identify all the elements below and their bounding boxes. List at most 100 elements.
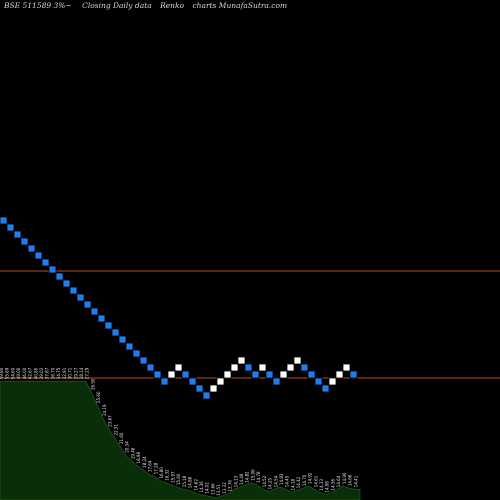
renko-brick-down [300, 363, 309, 372]
volume-label: 28.14 [79, 367, 84, 379]
volume-label: 36.70 [50, 367, 55, 379]
renko-brick-down [160, 377, 169, 386]
volume-label: 14.92 [308, 472, 313, 484]
volume-label: 15.06 [250, 469, 255, 481]
volume-label: 14.25 [268, 477, 273, 489]
volume-label: 15.18 [182, 475, 187, 487]
renko-bricks [0, 216, 358, 400]
volume-label: 26.50 [90, 378, 95, 390]
volume-label: 14.42 [296, 476, 301, 488]
renko-brick-down [132, 349, 141, 358]
volume-label: 14.83 [279, 473, 284, 485]
volume-label: 14.62 [193, 479, 198, 491]
volume-label: 14.18 [290, 479, 295, 491]
chart-name-text: Renko [159, 1, 184, 10]
volume-label: 16.80 [159, 467, 164, 479]
renko-brick-down [244, 363, 253, 372]
renko-brick-down [69, 286, 78, 295]
renko-brick-up [286, 363, 295, 372]
renko-brick-down [321, 384, 330, 393]
volume-label: 14.36 [199, 481, 204, 493]
volume-label: 27.29 [85, 367, 90, 379]
renko-brick-up [279, 370, 288, 379]
volume-label: 18.24 [142, 456, 147, 468]
volume-label: 14.36 [330, 479, 335, 491]
renko-brick-down [314, 377, 323, 386]
volume-label: 18.98 [136, 452, 141, 464]
subtitle-text: Closing Daily data [82, 1, 152, 10]
volume-label: 17.28 [153, 462, 158, 474]
renko-brick-down [125, 342, 134, 351]
renko-brick-down [139, 356, 148, 365]
reference-lines [0, 270, 500, 379]
volume-label: 34.75 [56, 367, 61, 379]
renko-brick-up [342, 363, 351, 372]
volume-label: 14.49 [239, 473, 244, 485]
volume-label: 40.80 [33, 367, 38, 379]
renko-brick-down [90, 307, 99, 316]
volume-label: 15.97 [170, 471, 175, 483]
volume-label: 42.67 [28, 367, 33, 379]
renko-brick-down [349, 370, 358, 379]
renko-brick-down [153, 370, 162, 379]
renko-brick-down [307, 370, 316, 379]
renko-brick-up [328, 377, 337, 386]
renko-brick-down [265, 370, 274, 379]
volume-labels: 59.80 55.69 54.60 49.00 46.00 42.67 40.80 39.02… [0, 367, 358, 496]
renko-brick-up [174, 363, 183, 372]
volume-label: 39.02 [39, 367, 44, 379]
volume-label: 14.08 [325, 481, 330, 493]
renko-brick-down [202, 391, 211, 400]
renko-brick-up [223, 370, 232, 379]
volume-label: 14.13 [233, 475, 238, 487]
renko-brick-down [118, 335, 127, 344]
renko-brick-down [6, 223, 15, 232]
volume-label: 23.67 [108, 415, 113, 427]
volume-label: 14.45 [285, 475, 290, 487]
renko-brick-up [258, 363, 267, 372]
volume-area [0, 380, 361, 500]
renko-brick-up [209, 384, 218, 393]
renko-brick-down [104, 321, 113, 330]
volume-label: 14.02 [205, 482, 210, 494]
renko-brick-down [188, 377, 197, 386]
volume-area-group [0, 380, 361, 500]
volume-label: 13.76 [228, 480, 233, 492]
volume-label: 15.60 [176, 473, 181, 485]
volume-label: 24.19 [102, 404, 107, 416]
volume-label: 29.27 [73, 367, 78, 379]
renko-brick-down [34, 251, 43, 260]
volume-label: 14.52 [262, 475, 267, 487]
renko-brick-down [41, 258, 50, 267]
volume-label: 14.90 [342, 472, 347, 484]
volume-label: 20.34 [125, 441, 130, 453]
renko-brick-up [335, 370, 344, 379]
volume-label: 14.66 [348, 474, 353, 486]
renko-brick-up [230, 363, 239, 372]
volume-label: 14.41 [353, 475, 358, 487]
renko-brick-down [251, 370, 260, 379]
renko-brick-up [237, 356, 246, 365]
renko-brick-down [83, 300, 92, 309]
volume-label: 14.61 [313, 475, 318, 487]
volume-label: 14.88 [188, 476, 193, 488]
volume-label: 13.66 [210, 483, 215, 495]
renko-brick-down [76, 293, 85, 302]
volume-label: 13.32 [222, 482, 227, 494]
renko-brick-down [195, 384, 204, 393]
renko-brick-down [97, 314, 106, 323]
volume-label: 14.70 [302, 474, 307, 486]
renko-brick-up [167, 370, 176, 379]
volume-label: 17.64 [148, 460, 153, 472]
volume-label: 14.78 [256, 471, 261, 483]
renko-brick-up [293, 356, 302, 365]
volume-label: 55.69 [5, 367, 10, 379]
volume-label: 37.87 [45, 367, 50, 379]
renko-brick-down [62, 279, 71, 288]
renko-brick-down [48, 265, 57, 274]
volume-label: 13.51 [216, 484, 221, 496]
volume-label: 22.51 [113, 423, 118, 435]
renko-brick-down [20, 237, 29, 246]
